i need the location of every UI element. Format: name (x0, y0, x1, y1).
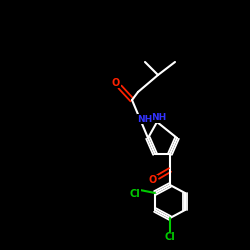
Text: NH: NH (138, 114, 152, 124)
Text: Cl: Cl (164, 232, 175, 242)
Text: O: O (112, 78, 120, 88)
Text: O: O (149, 175, 157, 185)
Text: Cl: Cl (130, 189, 140, 199)
Text: NH: NH (152, 114, 166, 122)
